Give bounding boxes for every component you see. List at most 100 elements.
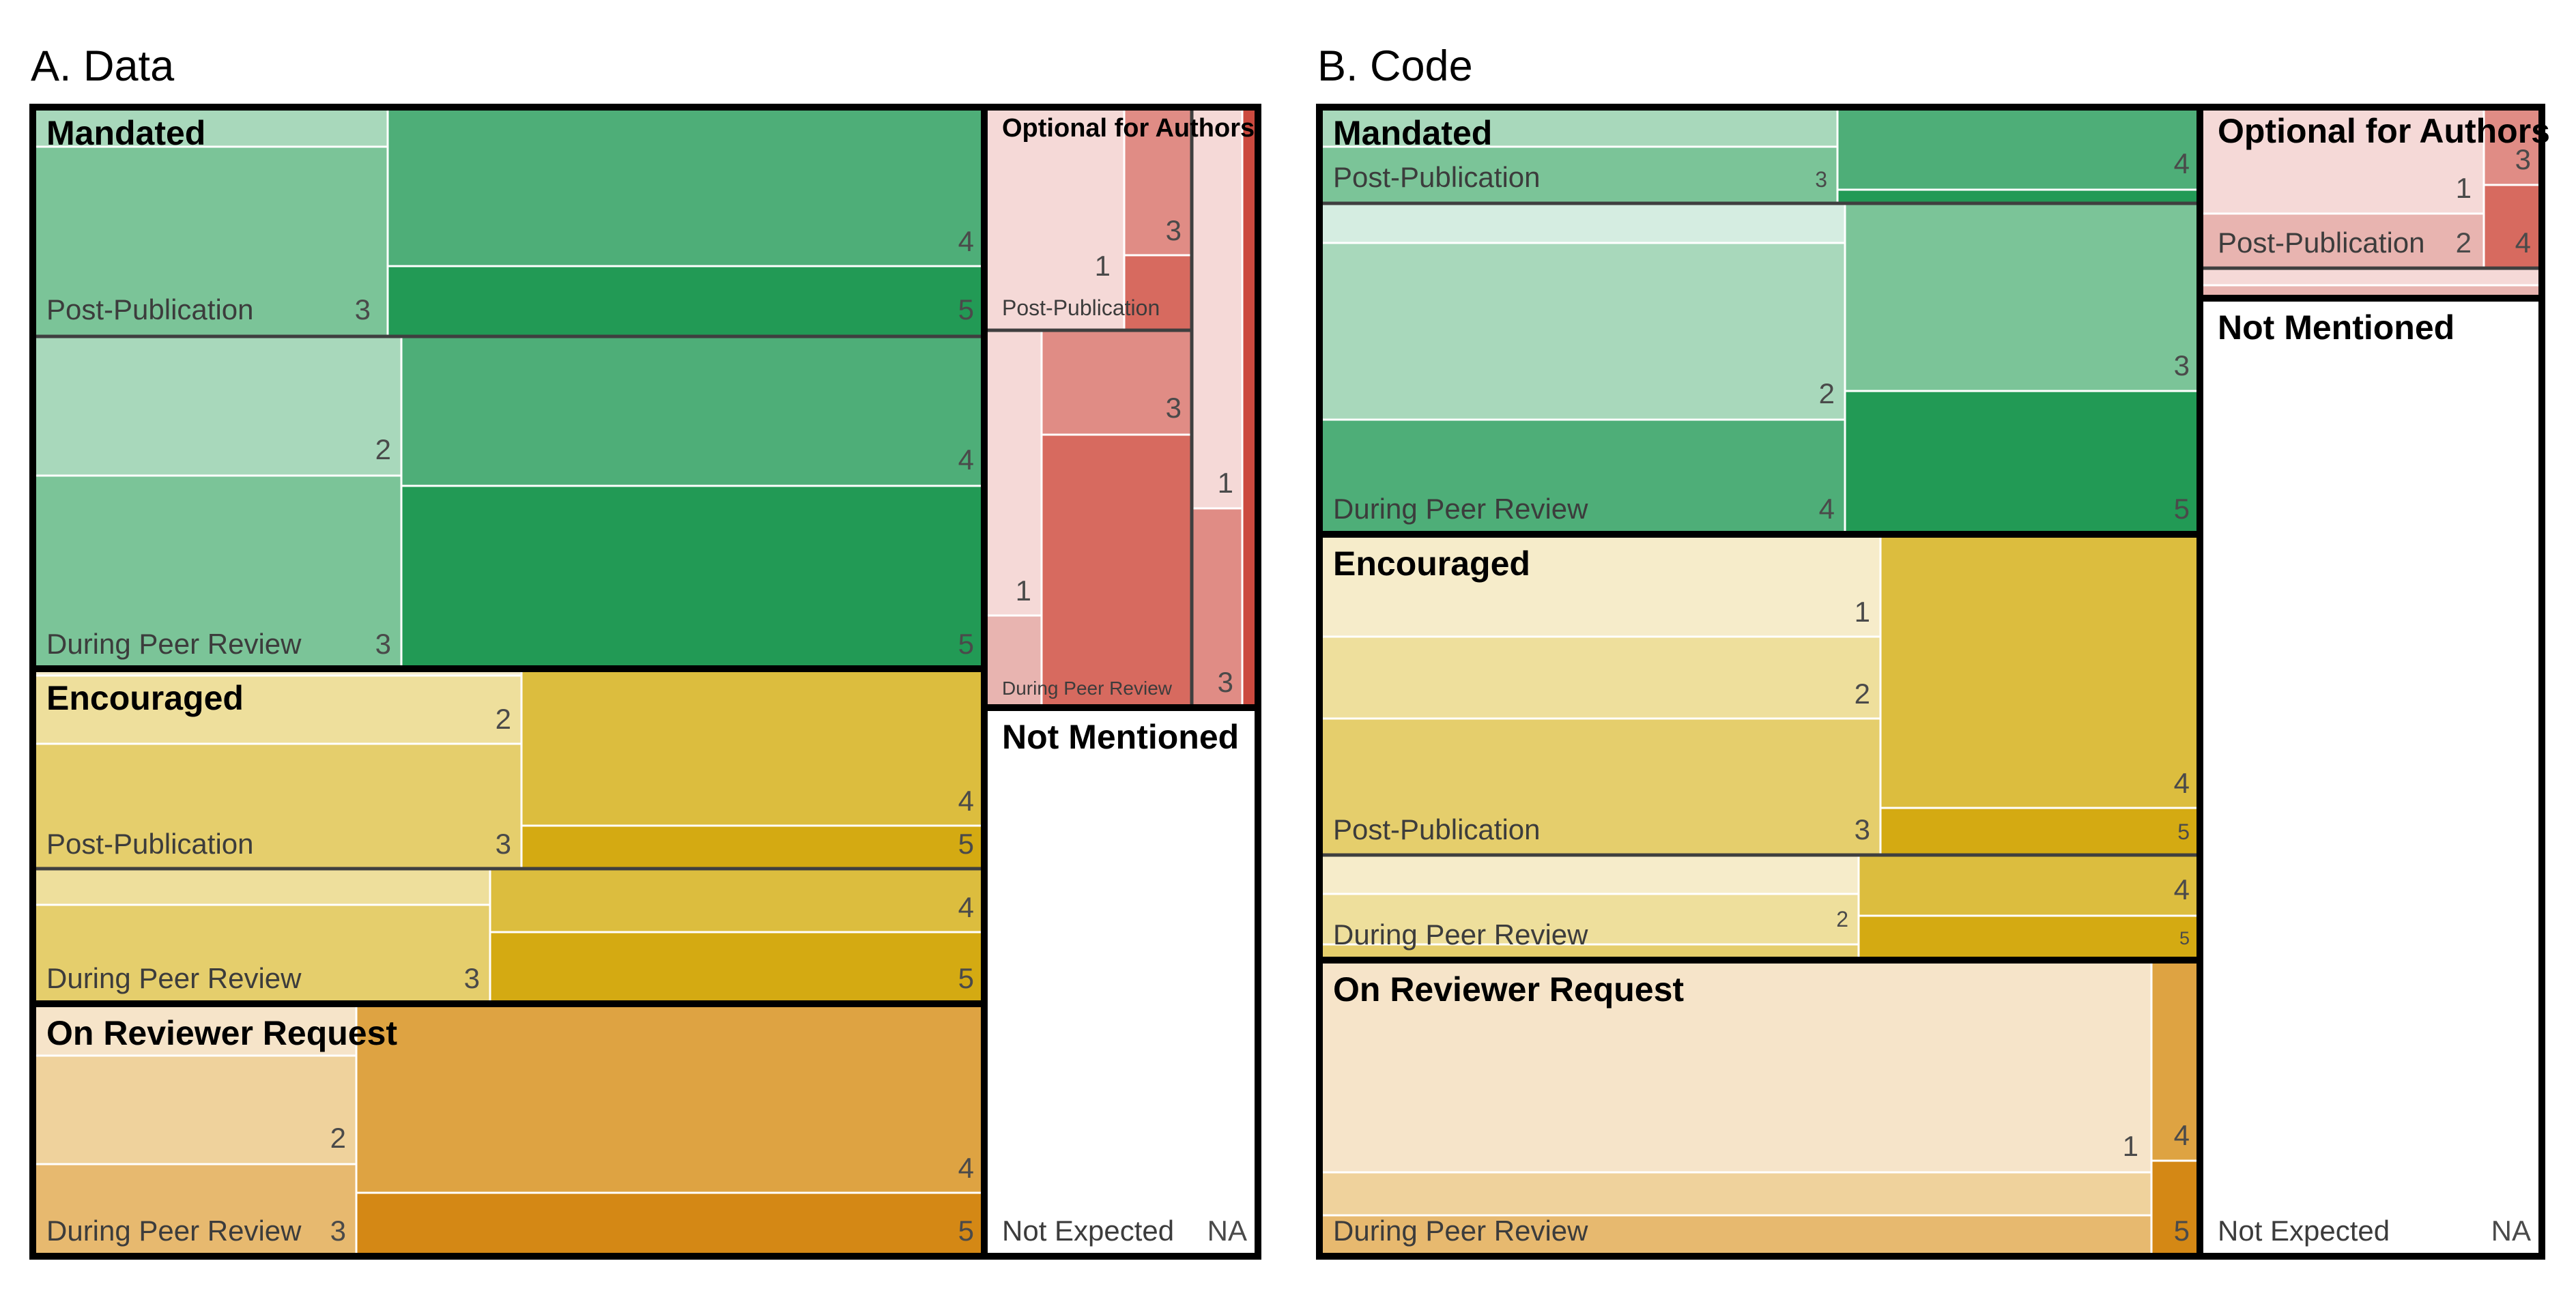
cell-rating-label: 3 bbox=[1166, 214, 1182, 246]
panel-title-b-code: B. Code bbox=[1317, 42, 1473, 90]
cell-rating-label: 3 bbox=[2515, 143, 2531, 175]
treemap-cell-encouraged-during-peer-review-3 bbox=[31, 903, 491, 1005]
cell-rating-label: 5 bbox=[2174, 1215, 2190, 1247]
treemap-cell-mandated-during-peer-review-2 bbox=[1318, 242, 1846, 421]
treemap-cell-mandated-post-publication-3 bbox=[31, 145, 389, 338]
cell-rating-label: 2 bbox=[1819, 377, 1835, 409]
subgroup-label-during-peer-review: During Peer Review bbox=[46, 962, 302, 994]
treemap-cell-mandated-post-publication-5 bbox=[1836, 188, 2201, 205]
treemap-cell-mandated-post-publication-4 bbox=[1836, 106, 2201, 191]
treemap-cell-on-reviewer-request-during-peer-review-2 bbox=[1318, 1171, 2153, 1217]
subgroup-label-during-peer-review: During Peer Review bbox=[1333, 1215, 1588, 1247]
cell-rating-label: 5 bbox=[2179, 928, 2190, 948]
treemap-cell-on-reviewer-request-during-peer-review-5 bbox=[355, 1191, 986, 1258]
cell-rating-label: 2 bbox=[1836, 907, 1848, 931]
cell-rating-label: 5 bbox=[958, 962, 974, 994]
cell-rating-label: 3 bbox=[496, 828, 511, 860]
treemap-cell-on-reviewer-request-during-peer-review-3 bbox=[1318, 1214, 2153, 1258]
cell-rating-label: 4 bbox=[958, 1152, 974, 1184]
cell-rating-label: 3 bbox=[355, 293, 371, 325]
subgroup-label-post-publication: Post-Publication bbox=[1333, 813, 1541, 845]
treemap-cell-encouraged-post-publication-4 bbox=[520, 667, 986, 827]
subgroup-label-post-publication: Post-Publication bbox=[1333, 161, 1541, 193]
group-label-encouraged: Encouraged bbox=[46, 679, 244, 717]
treemap-cell-optional-for-authors-post-publication-1 bbox=[2199, 106, 2485, 215]
cell-rating-label: 1 bbox=[2456, 172, 2472, 204]
cell-rating-label: 4 bbox=[2174, 873, 2190, 906]
treemap-cell-optional-for-authors-during-peer-review-3 bbox=[1040, 329, 1193, 436]
treemap-cell-encouraged-during-peer-review-2 bbox=[1318, 893, 1860, 946]
cell-rating-label: 4 bbox=[958, 785, 974, 817]
cell-rating-label: 3 bbox=[375, 628, 391, 660]
cell-rating-label: NA bbox=[2491, 1215, 2531, 1247]
treemap-cell-encouraged-post-publication-1 bbox=[1318, 533, 1882, 638]
cell-rating-label: 3 bbox=[1166, 392, 1182, 424]
treemap-cell-encouraged-during-peer-review-2 bbox=[31, 867, 491, 906]
treemap-cell-encouraged-post-publication-3 bbox=[1318, 717, 1882, 856]
treemap-cell-optional-for-authors-during-peer-review-4 bbox=[1040, 433, 1193, 709]
group-label-on-reviewer-request: On Reviewer Request bbox=[1333, 970, 1684, 1009]
treemap-cell-encouraged-during-peer-review-5 bbox=[489, 931, 986, 1005]
cell-rating-label: 3 bbox=[1815, 167, 1827, 192]
cell-rating-label: 4 bbox=[958, 891, 974, 923]
treemap-cell-encouraged-during-peer-review-1 bbox=[1318, 854, 1860, 895]
treemap-cell-not-mentioned-not-expected-na bbox=[2199, 297, 2543, 1258]
cell-rating-label: 5 bbox=[958, 1215, 974, 1247]
subgroup-label-post-publication: Post-Publication bbox=[46, 293, 254, 325]
subgroup-label-post-publication: Post-Publication bbox=[46, 828, 254, 860]
cell-rating-label: 3 bbox=[2174, 349, 2190, 381]
treemap-cell-encouraged-during-peer-review-4 bbox=[1857, 854, 2201, 917]
subgroup-label-post-publication: Post-Publication bbox=[2218, 227, 2425, 259]
treemap-cell-mandated-during-peer-review-3 bbox=[31, 474, 403, 670]
treemap-cell-encouraged-post-publication-3 bbox=[31, 742, 523, 870]
cell-rating-label: 2 bbox=[1855, 678, 1870, 710]
treemap-cell-encouraged-during-peer-review-4 bbox=[489, 867, 986, 933]
group-label-mandated: Mandated bbox=[1333, 114, 1492, 152]
cell-rating-label: 5 bbox=[958, 828, 974, 860]
treemap-cell-optional-for-authors-other-1 bbox=[1190, 106, 1244, 510]
treemap-cell-mandated-post-publication-5 bbox=[386, 265, 986, 338]
treemap-cell-on-reviewer-request-during-peer-review-4 bbox=[2150, 959, 2201, 1162]
treemap-cell-mandated-during-peer-review-5 bbox=[1844, 390, 2201, 536]
cell-rating-label: 4 bbox=[958, 444, 974, 476]
cell-rating-label: 3 bbox=[1855, 813, 1870, 845]
cell-rating-label: 3 bbox=[464, 962, 480, 994]
cell-rating-label: 1 bbox=[1218, 467, 1233, 499]
treemap-cell-on-reviewer-request-during-peer-review-4 bbox=[355, 1002, 986, 1194]
subgroup-label-during-peer-review: During Peer Review bbox=[46, 628, 302, 660]
subgroup-label-during-peer-review: During Peer Review bbox=[46, 1215, 302, 1247]
group-label-optional-for-authors: Optional for Authors bbox=[1002, 114, 1255, 143]
subgroup-label-post-publication: Post-Publication bbox=[1002, 295, 1160, 320]
cell-rating-label: 3 bbox=[1218, 666, 1233, 698]
treemap-cell-optional-for-authors-other-1 bbox=[2199, 267, 2543, 287]
treemap-cell-optional-for-authors-other-3 bbox=[1190, 507, 1244, 709]
group-label-not-mentioned: Not Mentioned bbox=[1002, 718, 1239, 756]
subgroup-label-not-expected: Not Expected bbox=[1002, 1215, 1174, 1247]
subgroup-label-not-expected: Not Expected bbox=[2218, 1215, 2390, 1247]
cell-rating-label: 3 bbox=[330, 1215, 346, 1247]
treemap-cell-on-reviewer-request-during-peer-review-1 bbox=[1318, 959, 2153, 1174]
treemap-cell-mandated-during-peer-review-4 bbox=[400, 335, 986, 487]
cell-rating-label: 2 bbox=[375, 433, 391, 465]
cell-rating-label: NA bbox=[1207, 1215, 1247, 1247]
cell-rating-label: 5 bbox=[958, 628, 974, 660]
treemap-cell-mandated-during-peer-review-3 bbox=[1844, 202, 2201, 392]
cell-rating-label: 5 bbox=[2177, 820, 2190, 844]
cell-rating-label: 1 bbox=[1095, 250, 1111, 282]
panel-title-a-data: A. Data bbox=[31, 42, 175, 90]
cell-rating-label: 2 bbox=[496, 703, 511, 735]
treemap-cell-encouraged-post-publication-5 bbox=[520, 824, 986, 870]
treemap-cell-encouraged-post-publication-5 bbox=[1879, 807, 2201, 856]
treemap-cell-encouraged-during-peer-review-5 bbox=[1857, 914, 2201, 961]
treemap-cell-mandated-during-peer-review-4 bbox=[1318, 418, 1846, 536]
treemap-cell-on-reviewer-request-during-peer-review-1 bbox=[31, 1002, 358, 1057]
treemap-cell-mandated-during-peer-review-1 bbox=[1318, 202, 1846, 244]
cell-rating-label: 1 bbox=[1855, 596, 1870, 628]
treemap-cell-optional-for-authors-post-publication-4 bbox=[2482, 184, 2543, 270]
cell-rating-label: 4 bbox=[2515, 227, 2531, 259]
treemap-cell-mandated-post-publication-3 bbox=[1318, 145, 1839, 205]
treemap-cell-optional-for-authors-post-publication-3 bbox=[2482, 106, 2543, 186]
treemap-cell-optional-for-authors-during-peer-review-1 bbox=[983, 329, 1043, 617]
cell-rating-label: 4 bbox=[1819, 493, 1835, 525]
